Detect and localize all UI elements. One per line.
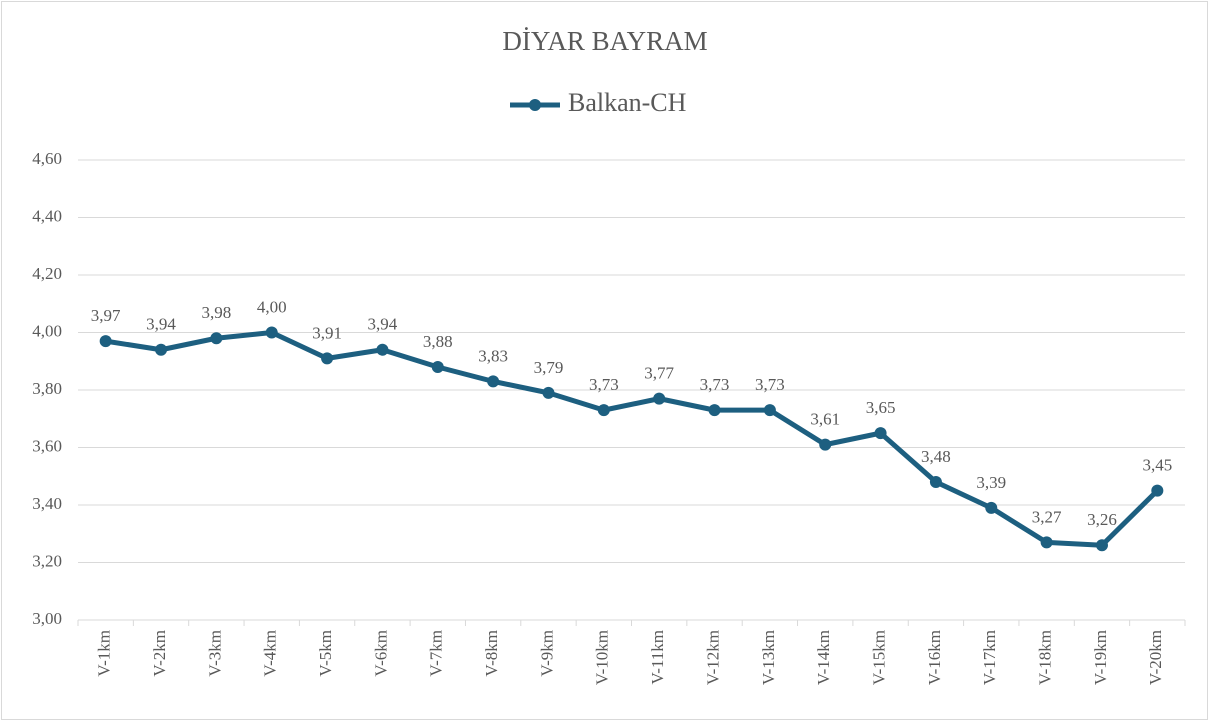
legend-marker	[529, 99, 541, 111]
x-tick-label: V-15km	[869, 630, 888, 685]
chart-title: DİYAR BAYRAM	[502, 26, 707, 56]
point	[929, 476, 942, 488]
legend-label: Balkan-CH	[568, 88, 687, 117]
point	[376, 343, 389, 356]
point	[874, 427, 887, 440]
series-line	[105, 330, 1160, 548]
data-label: 3,94	[368, 315, 398, 334]
y-tick-label: 3,80	[32, 379, 62, 398]
point	[487, 375, 500, 388]
data-label: 3,73	[755, 375, 785, 394]
data-label: 4,00	[257, 297, 287, 316]
data-label: 3,91	[312, 323, 342, 342]
data-label: 3,83	[478, 346, 508, 365]
data-label: 3,98	[202, 303, 232, 322]
point	[597, 404, 610, 417]
data-label: 3,48	[921, 447, 951, 466]
point	[653, 392, 666, 405]
data-label: 3,73	[700, 375, 730, 394]
data-label: 3,45	[1142, 456, 1172, 475]
point	[1040, 536, 1053, 549]
data-label: 3,88	[423, 332, 453, 351]
x-tick-label: V-8km	[482, 630, 501, 677]
data-label: 3,94	[146, 315, 176, 334]
x-tick-label: V-4km	[261, 630, 280, 677]
data-label: 3,26	[1087, 510, 1117, 529]
point	[542, 386, 555, 399]
x-tick-label: V-16km	[925, 630, 944, 685]
point	[985, 501, 998, 514]
x-tick-label: V-13km	[759, 630, 778, 685]
point	[321, 352, 334, 365]
point	[210, 332, 223, 345]
y-tick-label: 3,40	[32, 494, 62, 513]
point	[265, 326, 278, 339]
x-tick-label: V-10km	[593, 630, 612, 685]
point	[708, 404, 721, 417]
x-tick-label: V-2km	[150, 630, 169, 677]
y-tick-label: 3,00	[32, 609, 62, 628]
x-tick-label: V-9km	[537, 630, 556, 677]
data-label: 3,61	[810, 410, 840, 429]
x-tick-label: V-11km	[648, 630, 667, 684]
x-tick-label: V-5km	[316, 630, 335, 677]
x-tick-label: V-19km	[1091, 630, 1110, 685]
y-tick-label: 4,20	[32, 264, 62, 283]
x-tick-label: V-6km	[371, 630, 390, 677]
point	[1095, 539, 1108, 552]
x-tick-label: V-1km	[95, 630, 114, 677]
y-tick-label: 3,60	[32, 436, 62, 455]
point	[99, 335, 112, 348]
data-label: 3,97	[91, 306, 121, 325]
point	[1151, 484, 1164, 497]
y-tick-label: 3,20	[32, 551, 62, 570]
data-label: 3,27	[1032, 507, 1062, 526]
y-tick-label: 4,00	[32, 321, 62, 340]
x-tick-label: V-7km	[427, 630, 446, 677]
point	[155, 343, 168, 356]
point	[819, 438, 832, 451]
x-tick-label: V-3km	[205, 630, 224, 677]
data-label: 3,79	[534, 358, 564, 377]
x-tick-label: V-14km	[814, 630, 833, 685]
x-tick-label: V-18km	[1036, 630, 1055, 685]
y-tick-label: 4,40	[32, 206, 62, 225]
x-tick-label: V-17km	[980, 630, 999, 685]
data-label: 3,65	[866, 398, 896, 417]
x-tick-label: V-20km	[1146, 630, 1165, 685]
data-label: 3,39	[976, 473, 1006, 492]
y-tick-label: 4,60	[32, 149, 62, 168]
data-label: 3,73	[589, 375, 619, 394]
data-label: 3,77	[644, 364, 674, 383]
point	[763, 404, 776, 417]
x-tick-label: V-12km	[703, 630, 722, 685]
point	[431, 361, 444, 373]
